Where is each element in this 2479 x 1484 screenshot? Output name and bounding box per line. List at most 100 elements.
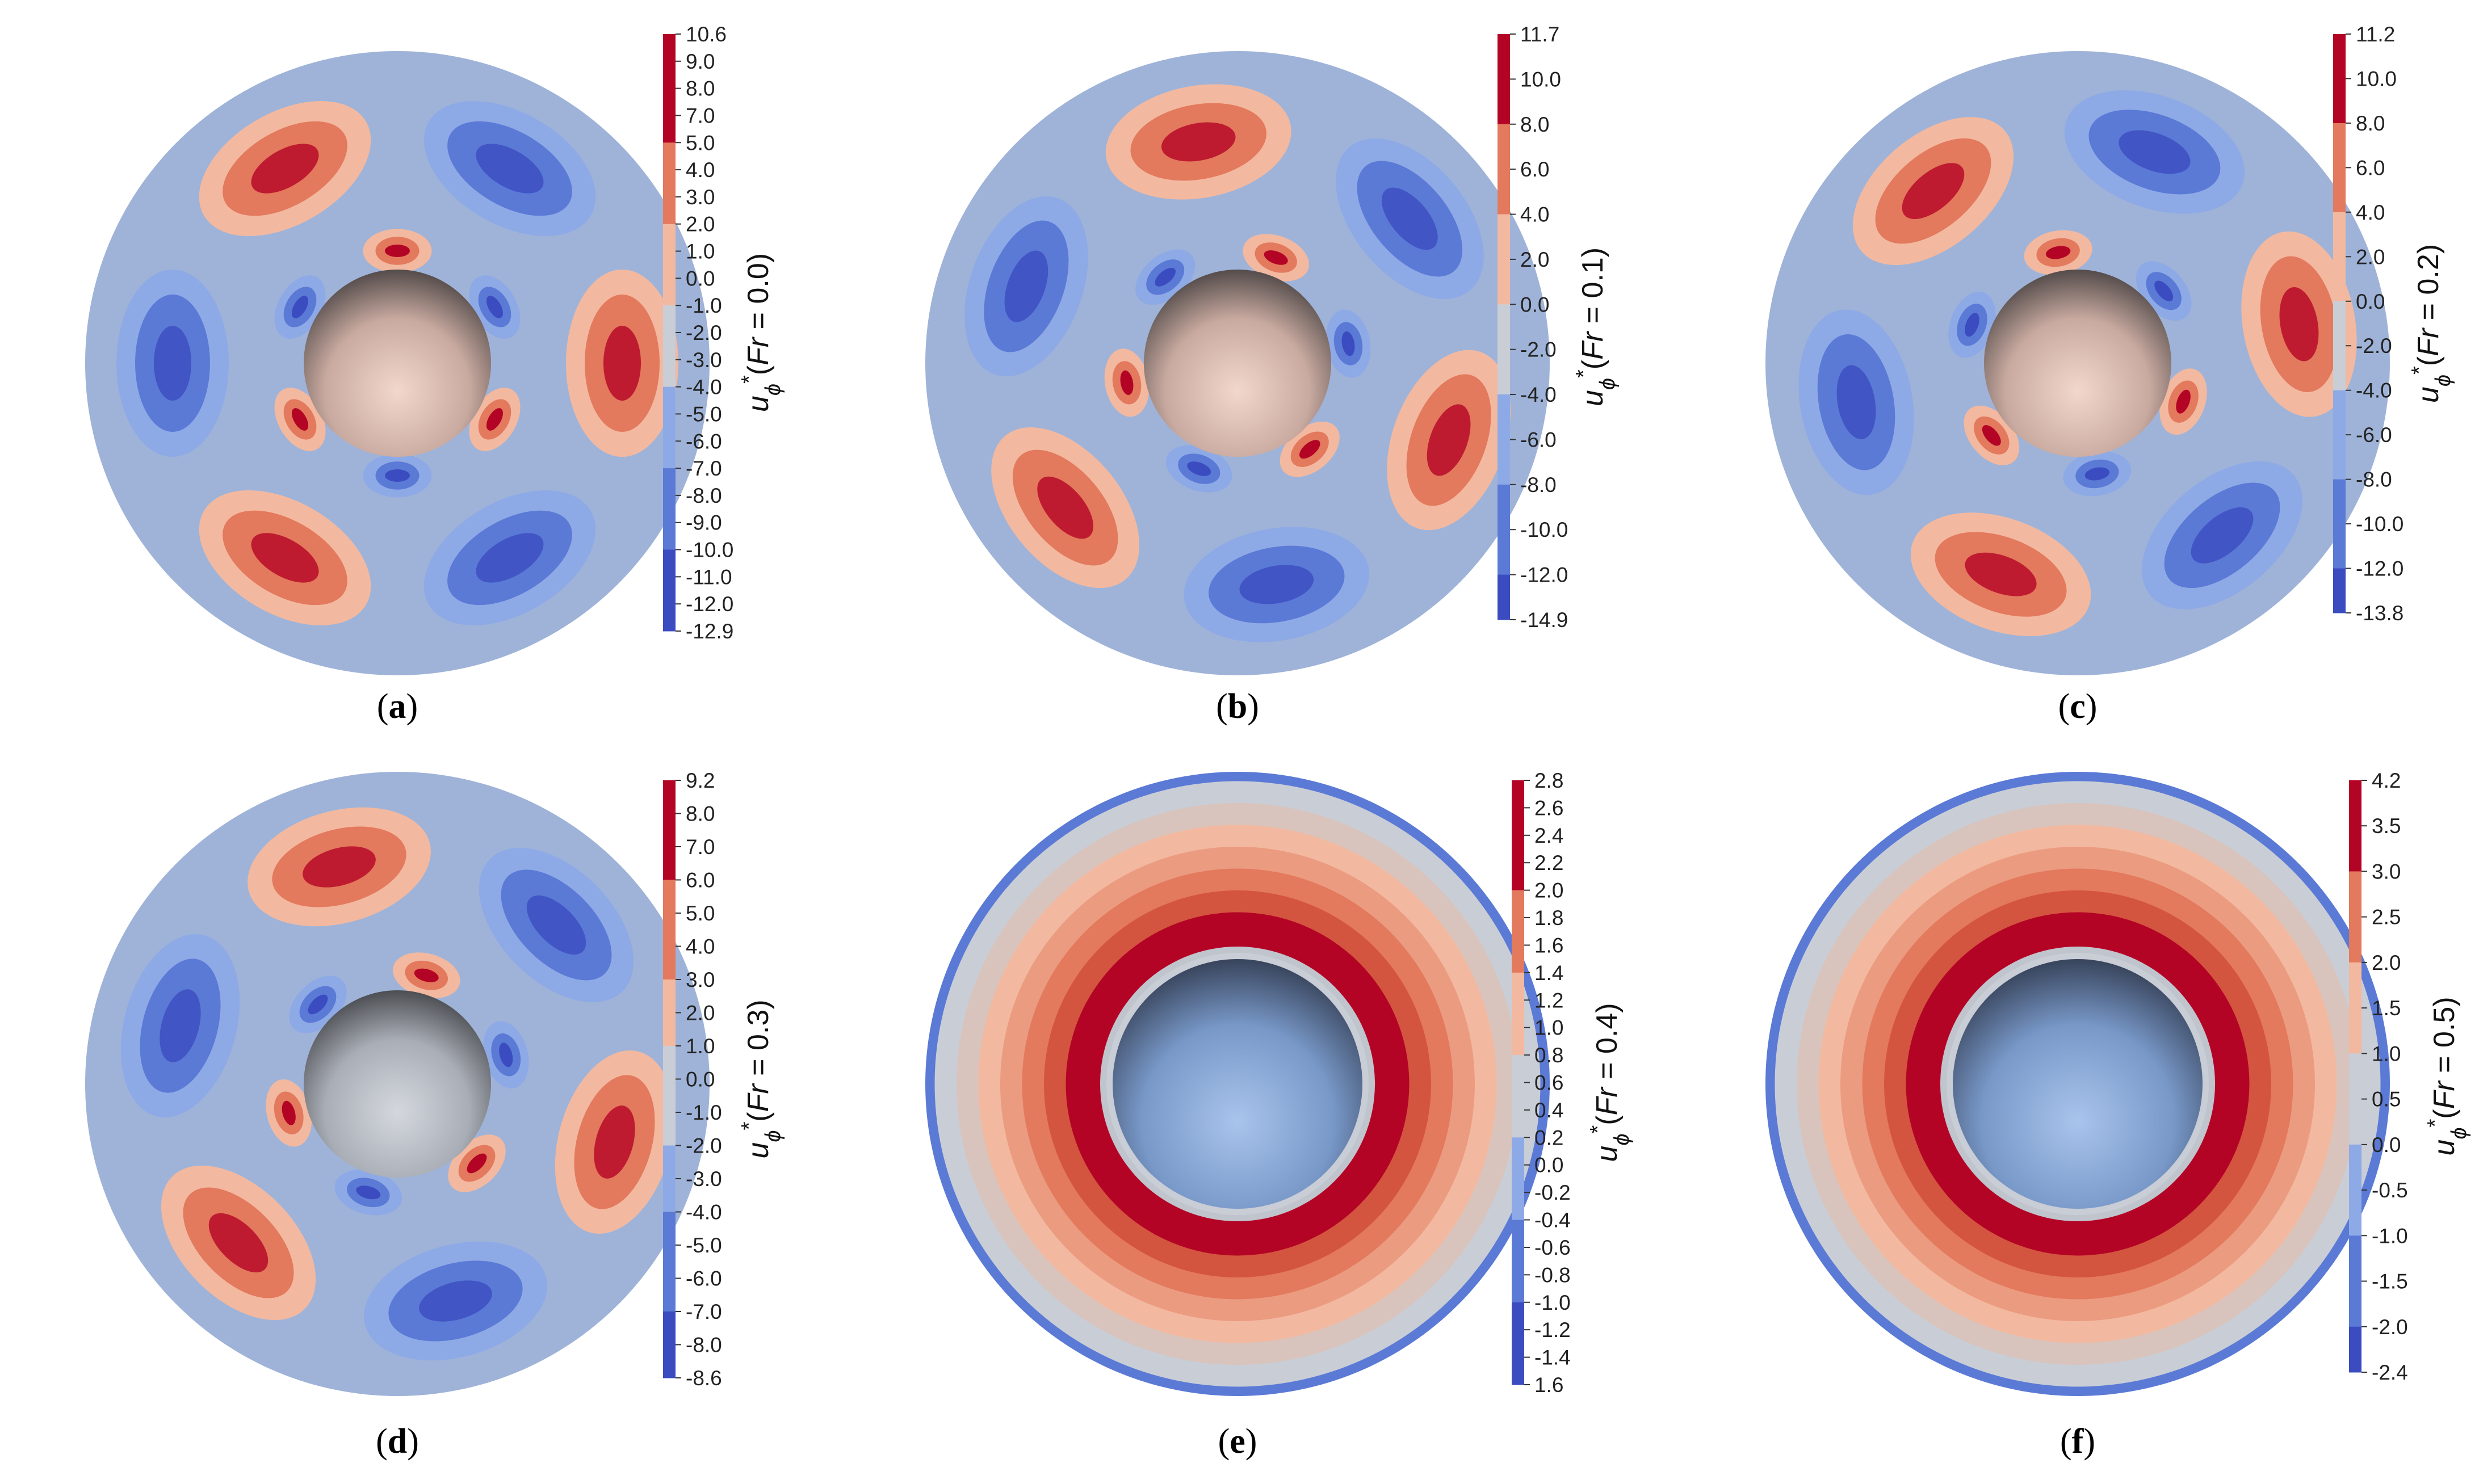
negative-lobe [1184, 527, 1370, 642]
colorbar-tick-label: -1.4 [1534, 1346, 1571, 1369]
panel-caption-letter: d [388, 1422, 407, 1461]
colorbar-band [1512, 863, 1524, 891]
inner-cylinder [1113, 959, 1362, 1209]
colorbar-tick-label: -0.8 [1534, 1263, 1571, 1287]
colorbar-band [1512, 1082, 1524, 1111]
colorbar-band [2333, 123, 2346, 168]
inner-positive-lobe [266, 1079, 312, 1147]
colorbar-band [1498, 169, 1510, 215]
colorbar-tick-label: -1.0 [686, 294, 722, 317]
colorbar-band [1498, 574, 1510, 620]
colorbar-band [663, 913, 676, 947]
colorbar-tick-label: 0.0 [1520, 293, 1549, 316]
cb-title-var: u [1576, 390, 1609, 406]
colorbar-band [663, 224, 676, 252]
cb-title-eq: = [2412, 295, 2445, 329]
cb-title-fr: Fr [1576, 330, 1609, 360]
colorbar-band [2333, 78, 2346, 124]
colorbar-title: uϕ*(Fr = 0.3) [737, 999, 785, 1158]
colorbar-band [2349, 780, 2361, 826]
colorbar-band [1512, 1247, 1524, 1275]
colorbar-band [1498, 439, 1510, 485]
cb-title-paren-open: ( [742, 365, 775, 375]
colorbar-band [1512, 1165, 1524, 1193]
colorbar-band [663, 979, 676, 1013]
colorbar-tick-label: 6.0 [2356, 156, 2385, 179]
colorbar-tick-label: 0.5 [2372, 1088, 2401, 1111]
cb-title-paren-open: ( [1576, 359, 1609, 369]
colorbar-tick-label: 0.0 [2372, 1133, 2401, 1157]
inner-cylinder [304, 270, 491, 457]
cb-title-sub: ϕ [1596, 378, 1620, 390]
negative-lobe [423, 490, 596, 625]
colorbar: 2.8 2.6 2.4 2.2 2.0 1.8 1.6 1.4 1.2 1.0 0.8 0.6 0.4 0… [1512, 769, 1634, 1397]
cb-title-var: u [1591, 1146, 1624, 1162]
negative-lobe [2142, 461, 2303, 609]
colorbar-title: uϕ*(Fr = 0.5) [2423, 997, 2471, 1155]
colorbar-tick-label: -2.0 [686, 1134, 722, 1158]
cb-title-star: * [2407, 366, 2431, 375]
cb-title-paren-close: ) [742, 999, 775, 1009]
colorbar-tick-label: 5.0 [686, 902, 715, 925]
negative-lobe [1798, 309, 1914, 495]
colorbar-band [663, 142, 676, 170]
colorbar-tick-label: -3.0 [686, 1167, 722, 1191]
colorbar-tick-label: -6.0 [1520, 428, 1557, 451]
cb-title-star: * [1572, 369, 1596, 378]
cb-title-eq: = [2428, 1048, 2461, 1081]
colorbar-tick-label: 4.0 [2356, 201, 2385, 224]
colorbar-band [1512, 1302, 1524, 1330]
colorbar-tick-label: 7.0 [686, 104, 715, 127]
panel-caption: (b) [1216, 687, 1259, 726]
colorbar-tick-label: -4.0 [2356, 379, 2392, 402]
colorbar-band [2349, 1326, 2361, 1373]
colorbar-tick-label: 0.0 [686, 267, 715, 290]
inner-positive-lobe [2024, 230, 2092, 275]
colorbar-tick-label: 2.0 [1520, 248, 1549, 271]
colorbar-tick-label: -0.5 [2372, 1179, 2408, 1202]
cb-title-paren-open: ( [2412, 356, 2445, 366]
colorbar: 9.2 8.0 7.0 6.0 5.0 4.0 3.0 2.0 1.0 0.0 -1.0 -2.0 -3… [663, 769, 785, 1390]
inner-positive-lobe [2159, 368, 2207, 435]
inner-negative-lobe [483, 1021, 529, 1089]
colorbar-band [1512, 1220, 1524, 1248]
colorbar-tick-label: -1.0 [1534, 1291, 1571, 1314]
cb-title-paren-open: ( [1591, 1115, 1624, 1125]
colorbar-band [663, 1344, 676, 1378]
cb-title-eq: = [742, 304, 775, 338]
positive-lobe [1910, 512, 2091, 636]
colorbar-tick-label: 4.2 [2372, 769, 2401, 792]
colorbar-band [1512, 890, 1524, 918]
colorbar-band [663, 441, 676, 469]
colorbar-band [663, 1311, 676, 1345]
colorbar-band [663, 880, 676, 914]
positive-lobe [161, 1165, 316, 1321]
panel-f: 4.2 3.5 3.0 2.5 2.0 1.5 1.0 0.5 0.0 -0.5 -1.0 -1.5 -… [1765, 769, 2471, 1461]
cb-title-sub: ϕ [2447, 1128, 2471, 1140]
panel-caption: (a) [377, 687, 418, 726]
colorbar-band [663, 61, 676, 89]
colorbar-band [2349, 1235, 2361, 1282]
cb-title-star: * [1586, 1125, 1610, 1134]
colorbar-tick-label: 10.0 [2356, 67, 2397, 90]
positive-lobe [991, 427, 1140, 588]
colorbar-tick-label: 8.0 [1520, 113, 1549, 136]
colorbar-band [663, 813, 676, 847]
cb-title-eq: = [1591, 1054, 1624, 1087]
panel-e: 2.8 2.6 2.4 2.2 2.0 1.8 1.6 1.4 1.2 1.0 0.8 0.6 0.4 0… [925, 769, 1634, 1461]
colorbar-band [1498, 79, 1510, 125]
colorbar-band [2333, 301, 2346, 346]
negative-lobe [964, 196, 1088, 377]
positive-lobe [199, 101, 371, 237]
colorbar-band [2349, 826, 2361, 872]
colorbar-tick-label: 2.2 [1534, 851, 1563, 875]
colorbar-band [2349, 1053, 2361, 1100]
colorbar-band [2349, 1008, 2361, 1054]
colorbar-band [663, 170, 676, 197]
panel-caption-letter: c [2070, 687, 2086, 726]
colorbar-tick-label: 1.6 [1534, 934, 1563, 957]
cb-title-fr: Fr [742, 336, 775, 365]
colorbar-tick-label: 2.0 [686, 1002, 715, 1025]
colorbar-tick-label: -5.0 [686, 402, 722, 426]
colorbar-tick-label: -1.0 [686, 1101, 722, 1124]
